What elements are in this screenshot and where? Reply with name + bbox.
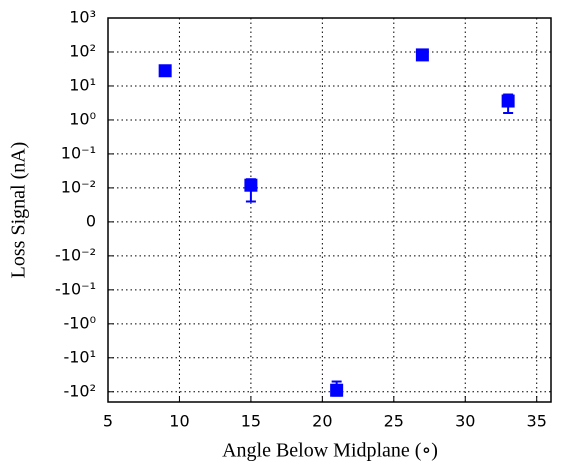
y-tick-label: -10² (63, 381, 96, 400)
y-tick-label: 10⁻² (61, 177, 96, 196)
x-tick-label: 20 (312, 412, 332, 431)
y-tick-label: 10⁻¹ (61, 143, 96, 162)
x-tick-label: 30 (455, 412, 475, 431)
marker (244, 178, 258, 192)
marker (158, 64, 172, 78)
marker (501, 94, 515, 108)
y-tick-label: 10³ (69, 8, 96, 27)
y-tick-label: 0 (86, 211, 96, 230)
x-tick-label: 5 (103, 412, 113, 431)
y-axis-title: Loss Signal (nA) (8, 142, 30, 279)
y-tick-label: -10⁰ (63, 313, 96, 332)
x-tick-label: 35 (527, 412, 547, 431)
y-tick-label: 10⁰ (69, 109, 96, 128)
y-tick-label: 10¹ (69, 75, 96, 94)
x-axis-title: Angle Below Midplane (∘) (222, 440, 438, 462)
plot-frame (107, 17, 552, 403)
y-tick-label: 10² (69, 41, 96, 60)
y-tick-label: -10¹ (63, 347, 96, 366)
y-tick-label: -10⁻² (55, 245, 96, 264)
marker (415, 48, 429, 62)
y-tick-label: -10⁻¹ (55, 279, 96, 298)
x-tick-label: 25 (384, 412, 404, 431)
x-tick-label: 15 (241, 412, 261, 431)
marker (330, 383, 344, 397)
x-tick-label: 10 (169, 412, 189, 431)
